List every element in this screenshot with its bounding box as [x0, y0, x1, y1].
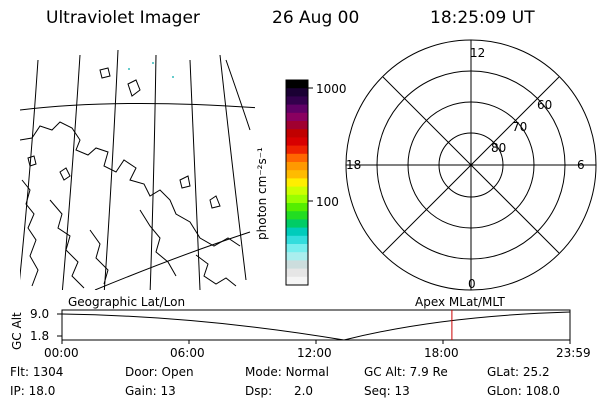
info-ip: IP: 18.0 [10, 384, 55, 398]
polar-plot [345, 39, 597, 291]
colorbar-swatch [286, 186, 308, 196]
colorbar-swatch [286, 252, 308, 261]
lat-label-80: 80 [491, 141, 507, 155]
info-gcalt-label: GC Alt: [364, 365, 406, 379]
info-dsp: Dsp: 2.0 [245, 384, 313, 398]
colorbar-swatch [286, 162, 308, 171]
colorbar-swatch [286, 235, 308, 245]
lat-label-60: 60 [537, 98, 553, 112]
info-dsp-label: Dsp: [245, 384, 273, 398]
mlt-label-18: 18 [346, 158, 362, 172]
colorbar-swatch [286, 112, 308, 122]
colorbar-swatch [286, 145, 308, 155]
info-dsp-value: 2.0 [293, 384, 314, 398]
colorbar-swatch [286, 96, 308, 106]
colorbar-swatch [286, 268, 308, 278]
info-gain-label: Gain: [125, 384, 157, 398]
colorbar-swatch [286, 203, 308, 212]
colorbar-swatch [286, 121, 308, 130]
info-glon-value: 108.0 [525, 384, 560, 398]
y-label-9: 9.0 [30, 307, 50, 321]
colorbar-swatch [286, 80, 308, 89]
info-glon: GLon: 108.0 [487, 384, 560, 398]
info-door-value: Open [161, 365, 194, 379]
colorbar-swatch [286, 276, 308, 286]
time-tick-2359: 23:59 [556, 346, 591, 360]
info-seq-value: 13 [394, 384, 410, 398]
info-seq-label: Seq: [364, 384, 391, 398]
colorbar-swatch [286, 260, 308, 270]
polar-diagonal-2 [382, 76, 560, 254]
info-flt: Flt: 1304 [10, 365, 63, 379]
colorbar-swatch [286, 194, 308, 204]
timeline-axis-title: GC Alt [10, 312, 24, 350]
info-flt-label: Flt: [10, 365, 29, 379]
time-tick-06: 06:00 [170, 346, 205, 360]
mlt-label-0: 0 [468, 277, 476, 291]
colorbar [286, 80, 308, 286]
mlt-label-12: 12 [470, 46, 486, 60]
info-glat-label: GLat: [487, 365, 520, 379]
info-glat: GLat: 25.2 [487, 365, 550, 379]
info-door-label: Door: [125, 365, 158, 379]
colorbar-unit-label: photon cm⁻²s⁻¹ [255, 147, 269, 240]
date-label: 26 Aug 00 [272, 8, 360, 28]
map-parallels [20, 102, 255, 290]
colorbar-swatch [286, 137, 308, 147]
colorbar-swatch [286, 153, 308, 163]
info-mode: Mode: Normal [245, 365, 329, 379]
info-flt-value: 1304 [32, 365, 64, 379]
mlt-label-6: 6 [577, 158, 585, 172]
time-tick-12: 12:00 [297, 346, 332, 360]
time-tick-18: 18:00 [424, 346, 459, 360]
geographic-label: Geographic Lat/Lon [68, 295, 186, 309]
colorbar-label-1000: 1000 [316, 82, 347, 96]
colorbar-swatch [286, 104, 308, 114]
colorbar-swatch [286, 129, 308, 138]
colorbar-swatch [286, 88, 308, 97]
info-gain-value: 13 [160, 384, 176, 398]
colorbar-swatch [286, 211, 308, 220]
map-specks [128, 62, 174, 78]
lat-label-70: 70 [512, 120, 528, 134]
colorbar-swatch [286, 244, 308, 253]
time-label: 18:25:09 UT [430, 8, 535, 28]
info-ip-label: IP: [10, 384, 25, 398]
info-door: Door: Open [125, 365, 194, 379]
colorbar-frame [285, 79, 309, 286]
info-gain: Gain: 13 [125, 384, 176, 398]
time-tick-00: 00:00 [44, 346, 79, 360]
colorbar-swatch [286, 170, 308, 179]
altitude-curve [61, 311, 571, 341]
instrument-title: Ultraviolet Imager [46, 8, 200, 28]
colorbar-swatch [286, 219, 308, 229]
colorbar-label-100: 100 [316, 195, 339, 209]
info-glat-value: 25.2 [522, 365, 550, 379]
y-label-1.8: 1.8 [30, 329, 50, 343]
timeline-plot [57, 309, 571, 344]
info-gcalt: GC Alt: 7.9 Re [364, 365, 448, 379]
apex-label: Apex MLat/MLT [415, 295, 505, 309]
map-coastline [20, 67, 241, 289]
map-meridians [20, 49, 251, 290]
info-gcalt-value: 7.9 Re [409, 365, 448, 379]
colorbar-swatch [286, 227, 308, 237]
info-mode-value: Normal [285, 365, 329, 379]
info-glon-label: GLon: [487, 384, 522, 398]
info-ip-value: 18.0 [28, 384, 56, 398]
info-mode-label: Mode: [245, 365, 282, 379]
colorbar-swatch [286, 178, 308, 188]
info-seq: Seq: 13 [364, 384, 410, 398]
